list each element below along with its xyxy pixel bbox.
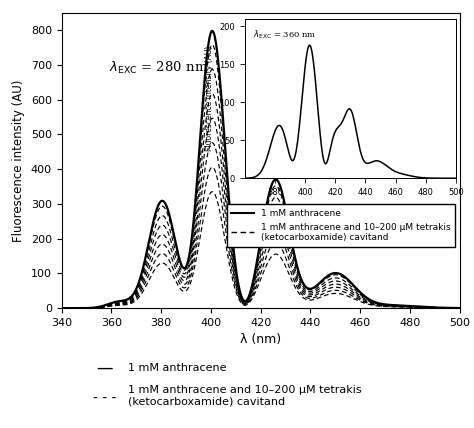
- Text: —: —: [96, 359, 113, 377]
- Text: - - -: - - -: [92, 391, 116, 405]
- Text: 1 mM anthracene: 1 mM anthracene: [128, 363, 227, 373]
- Y-axis label: Fluorescence intensity (AU): Fluorescence intensity (AU): [12, 79, 25, 242]
- Text: 1 mM anthracene and 10–200 μM tetrakis
(ketocarboxamide) cavitand: 1 mM anthracene and 10–200 μM tetrakis (…: [128, 385, 362, 407]
- Legend: 1 mM anthracene, 1 mM anthracene and 10–200 μM tetrakis
(ketocarboxamide) cavita: 1 mM anthracene, 1 mM anthracene and 10–…: [227, 205, 455, 247]
- X-axis label: λ (nm): λ (nm): [240, 333, 281, 346]
- Text: $\lambda_{\mathrm{EXC}}$ = 280 nm: $\lambda_{\mathrm{EXC}}$ = 280 nm: [109, 60, 209, 76]
